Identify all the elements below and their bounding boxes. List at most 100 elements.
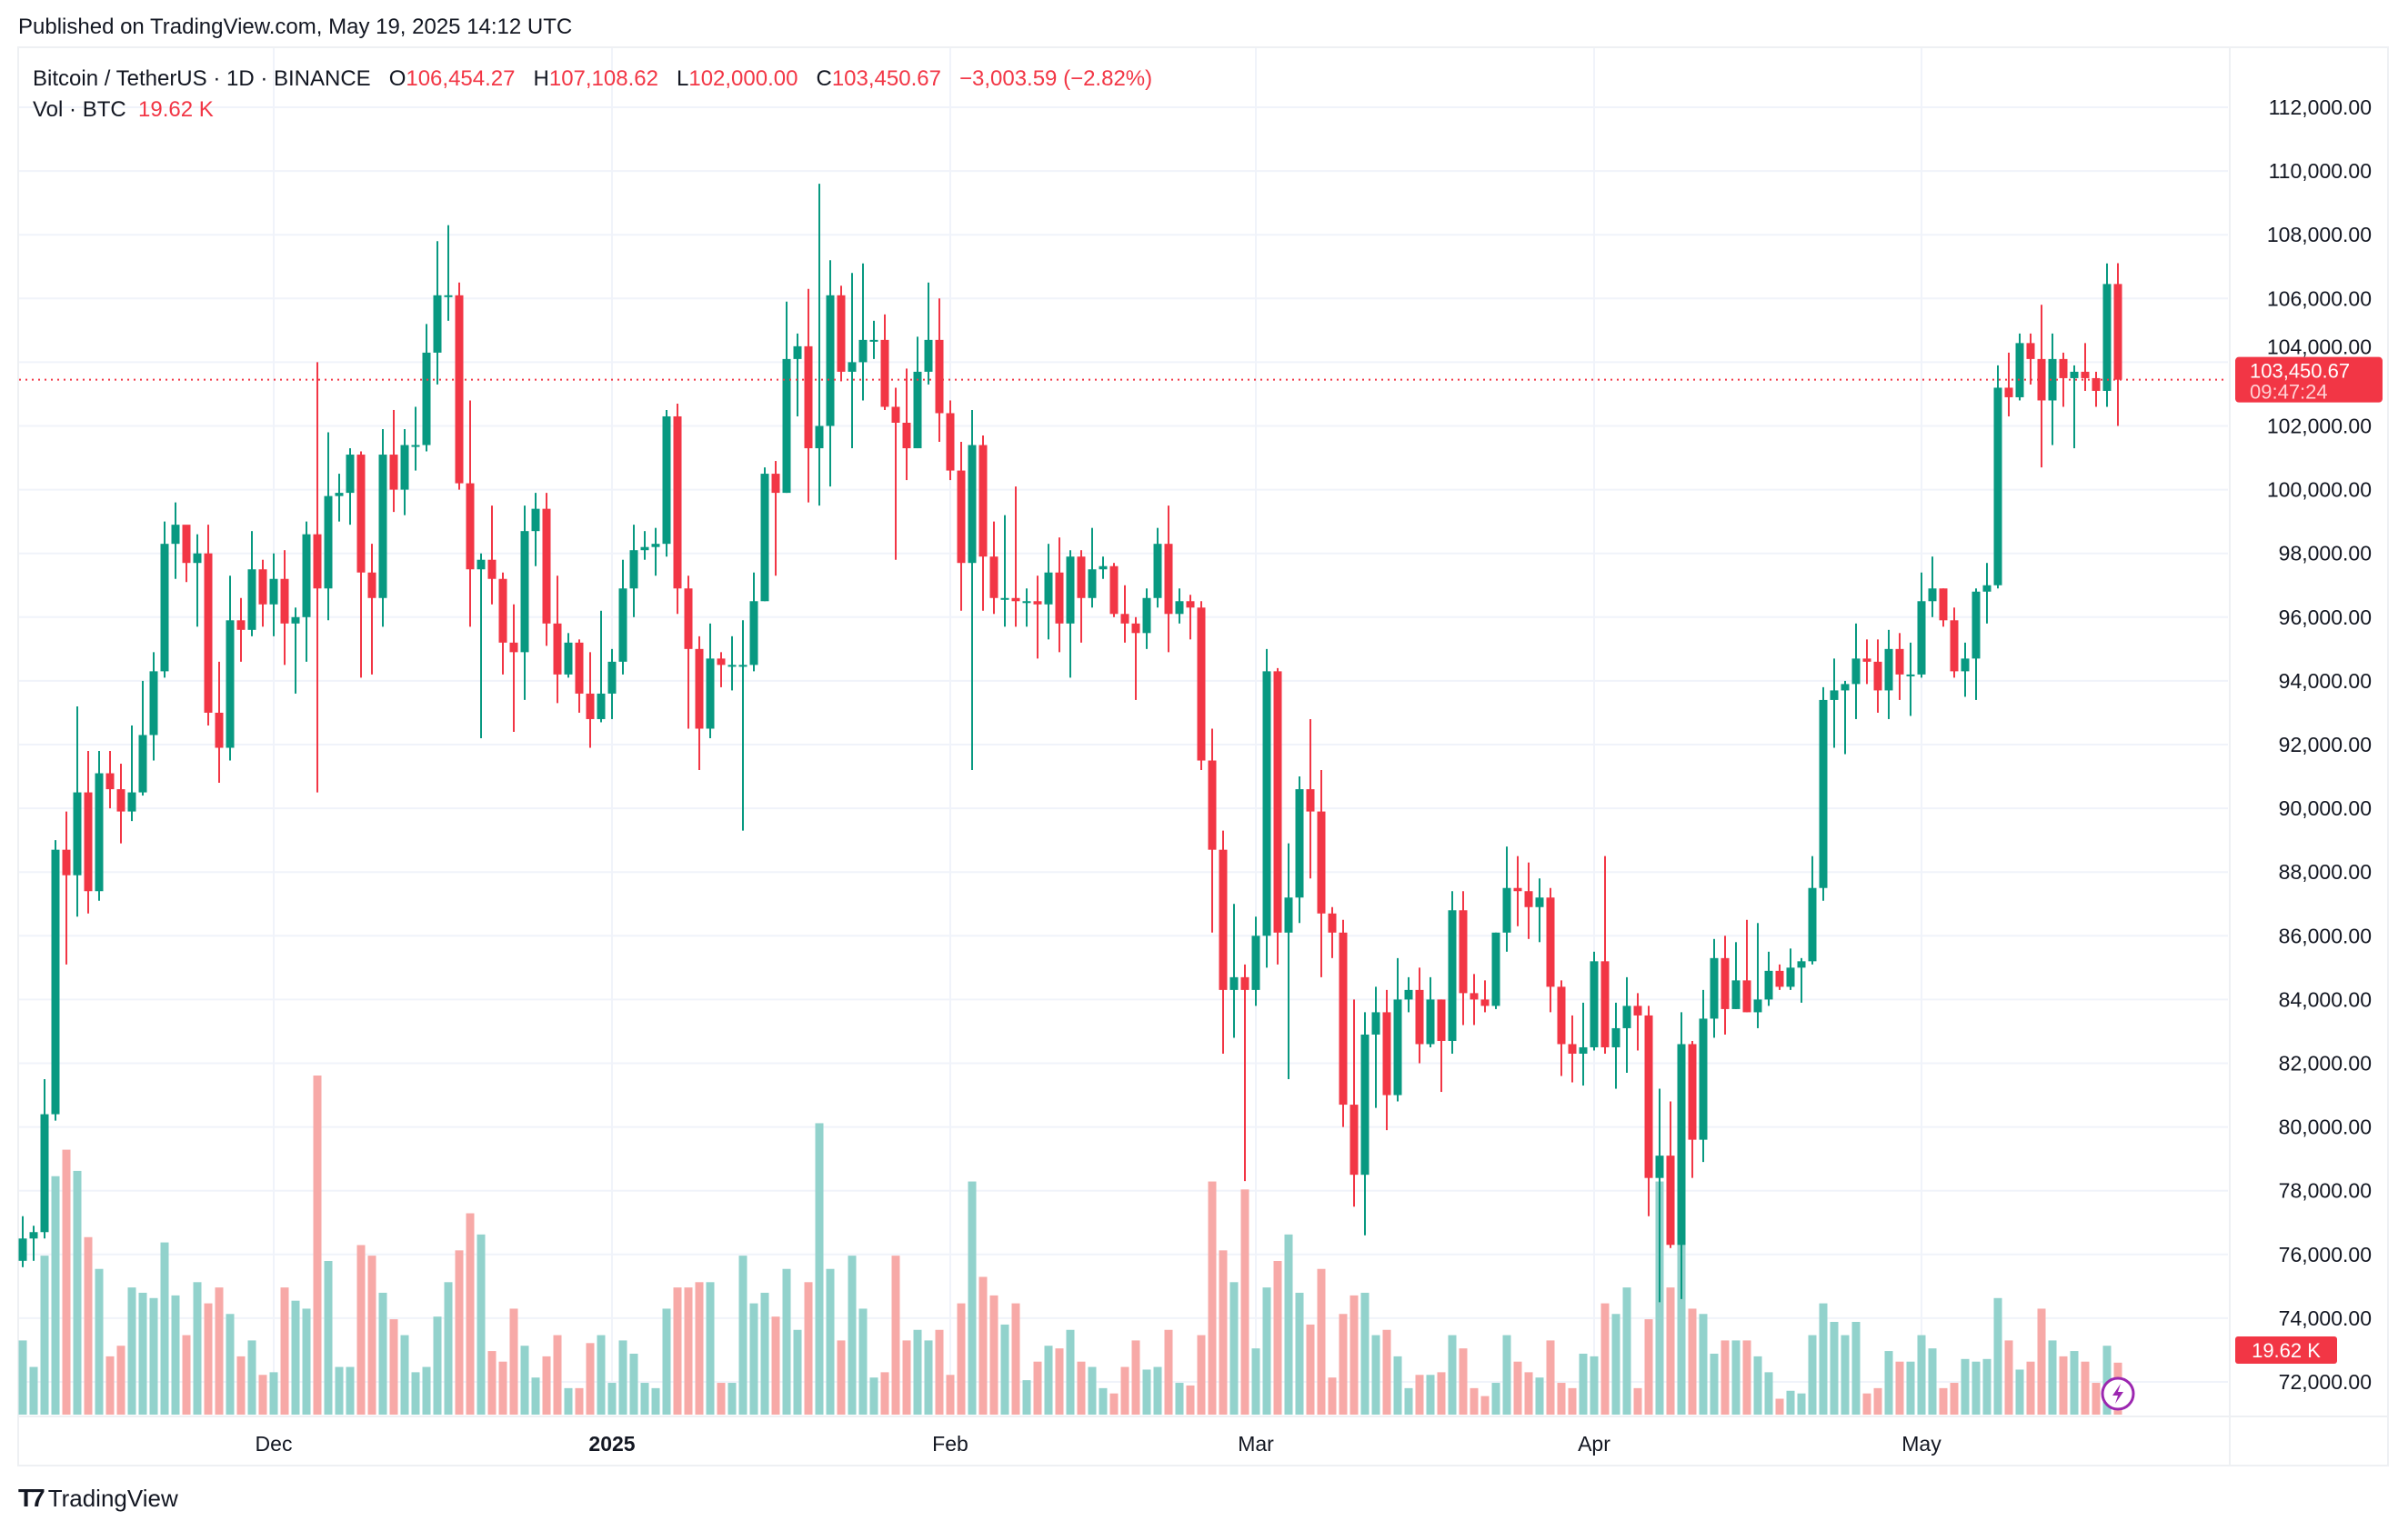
volume-bar: [564, 1387, 573, 1415]
volume-bar: [1208, 1181, 1217, 1415]
candle-body: [356, 455, 366, 573]
volume-bar: [717, 1383, 726, 1415]
candle-body: [182, 525, 191, 564]
candle-body: [400, 445, 409, 490]
candle-body: [335, 493, 344, 496]
volume-bar: [1371, 1335, 1380, 1415]
candle-body: [2070, 371, 2079, 378]
volume-bar: [1764, 1372, 1773, 1415]
candle-body: [160, 544, 169, 672]
volume-bar: [149, 1297, 158, 1415]
candle-body: [1448, 910, 1457, 1041]
candle-body: [640, 546, 649, 551]
chart-legend: Bitcoin / TetherUS · 1D · BINANCE O106,4…: [33, 64, 1152, 125]
candle-body: [1153, 544, 1162, 598]
volume-label[interactable]: Vol · BTC: [33, 97, 126, 122]
candle-body: [1088, 569, 1097, 598]
volume-bar: [204, 1303, 213, 1415]
candle-body: [1404, 989, 1413, 1000]
volume-bar: [1240, 1189, 1249, 1415]
volume-bar: [1600, 1303, 1610, 1415]
candle-body: [1055, 572, 1064, 624]
candle-body: [782, 358, 791, 494]
volume-bar: [1033, 1361, 1042, 1415]
candle-body: [422, 352, 431, 445]
volume-bar: [1022, 1380, 1031, 1415]
candle-body: [618, 588, 627, 662]
high-value: 107,108.62: [548, 66, 658, 91]
volume-bar: [1284, 1234, 1293, 1415]
candle-body: [236, 620, 246, 630]
chart-pane[interactable]: [17, 46, 2389, 1466]
candle-body: [662, 415, 671, 545]
candle-body: [1993, 387, 2002, 585]
candle-body: [1077, 556, 1086, 598]
candle-body: [1011, 597, 1020, 602]
published-caption: Published on TradingView.com, May 19, 20…: [18, 15, 573, 39]
candle-body: [749, 601, 758, 665]
candle-body: [116, 789, 125, 812]
footer: T7 TradingView: [18, 1484, 178, 1513]
volume-bar: [1742, 1340, 1751, 1415]
symbol-title[interactable]: Bitcoin / TetherUS · 1D · BINANCE: [33, 66, 371, 91]
candle-body: [1240, 976, 1249, 990]
candle-body: [2048, 358, 2057, 401]
volume-bar: [1186, 1385, 1195, 1415]
volume-bar: [782, 1268, 791, 1415]
candle-body: [433, 295, 442, 353]
candle-body: [1895, 648, 1904, 675]
volume-bar: [1339, 1314, 1348, 1415]
volume-bar: [84, 1236, 93, 1415]
volume-bar: [2059, 1356, 2068, 1415]
volume-bar: [1404, 1387, 1413, 1415]
price-tick-label: 80,000.00: [2279, 1116, 2372, 1139]
volume-bar: [1688, 1308, 1697, 1415]
volume-bar: [346, 1366, 355, 1415]
candle-body: [51, 849, 60, 1115]
candle-body: [989, 556, 998, 598]
volume-bar: [269, 1372, 278, 1415]
candle-body: [2092, 377, 2101, 391]
candle-body: [313, 534, 322, 589]
last-volume-label: 19.62 K: [2252, 1339, 2321, 1362]
candle-body: [924, 339, 933, 372]
candle-body: [1655, 1156, 1664, 1178]
tradingview-logo-icon: T7: [18, 1484, 45, 1512]
candle-body: [367, 572, 376, 598]
high-label: H: [533, 66, 549, 91]
volume-bar: [226, 1314, 235, 1415]
candle-body: [302, 534, 311, 617]
candle-body: [2081, 371, 2090, 378]
candle-body: [498, 578, 507, 643]
volume-bar: [171, 1295, 180, 1415]
candle-body: [2059, 358, 2068, 378]
volume-bar: [760, 1292, 769, 1415]
open-label: O: [388, 66, 406, 91]
candle-body: [1568, 1044, 1577, 1054]
candle-body: [346, 455, 355, 494]
candle-body: [946, 413, 955, 471]
candle-body: [1928, 588, 1937, 602]
volume-bar: [1851, 1322, 1861, 1415]
volume-bar: [509, 1308, 518, 1415]
candle-body: [793, 345, 802, 359]
candle-body: [1415, 989, 1424, 1045]
volume-bar: [891, 1256, 900, 1415]
candle-body: [280, 578, 289, 624]
volume-bar: [498, 1361, 507, 1415]
candle-body: [564, 642, 573, 675]
candle-body: [1328, 913, 1337, 933]
candle-body: [1819, 699, 1828, 888]
volume-bar: [1142, 1369, 1151, 1415]
volume-bar: [1524, 1372, 1533, 1415]
volume-bar: [1011, 1303, 1020, 1415]
volume-bar: [280, 1287, 289, 1415]
price-tick-label: 106,000.00: [2267, 286, 2372, 310]
last-volume-badge: [2235, 1336, 2337, 1364]
volume-bar: [1219, 1250, 1228, 1415]
candle-body: [1590, 961, 1599, 1047]
volume-bar: [1677, 1192, 1686, 1415]
volume-bar: [553, 1335, 562, 1415]
candle-body: [902, 422, 911, 449]
